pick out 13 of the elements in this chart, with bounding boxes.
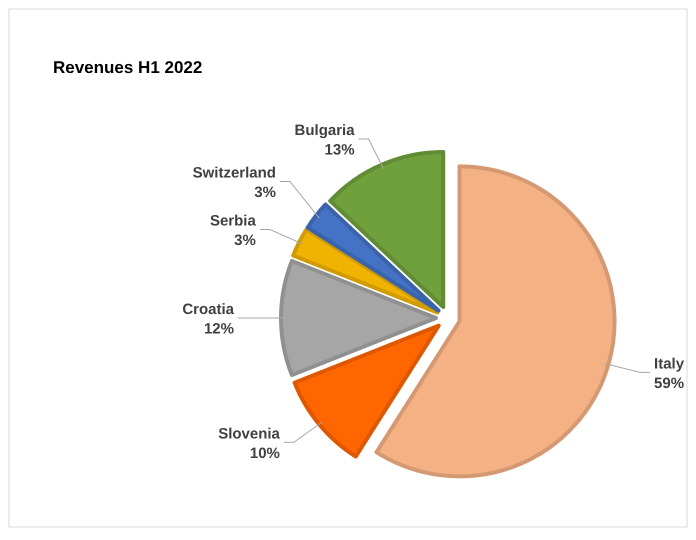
data-label: 3%	[254, 184, 276, 201]
slice-label: Croatia	[182, 301, 235, 318]
slice-label: Switzerland	[192, 164, 276, 182]
slice-label: Slovenia	[218, 425, 281, 442]
data-label: 10%	[250, 444, 280, 462]
chart-title: Revenues H1 2022	[53, 58, 202, 77]
data-label: 3%	[234, 232, 256, 249]
slice-label: Serbia	[210, 212, 256, 230]
data-label: 12%	[204, 320, 234, 338]
slice-label: Italy	[654, 355, 685, 372]
data-label: 13%	[324, 142, 355, 159]
slice-label: Bulgaria	[294, 122, 356, 140]
data-label: 59%	[654, 374, 684, 392]
